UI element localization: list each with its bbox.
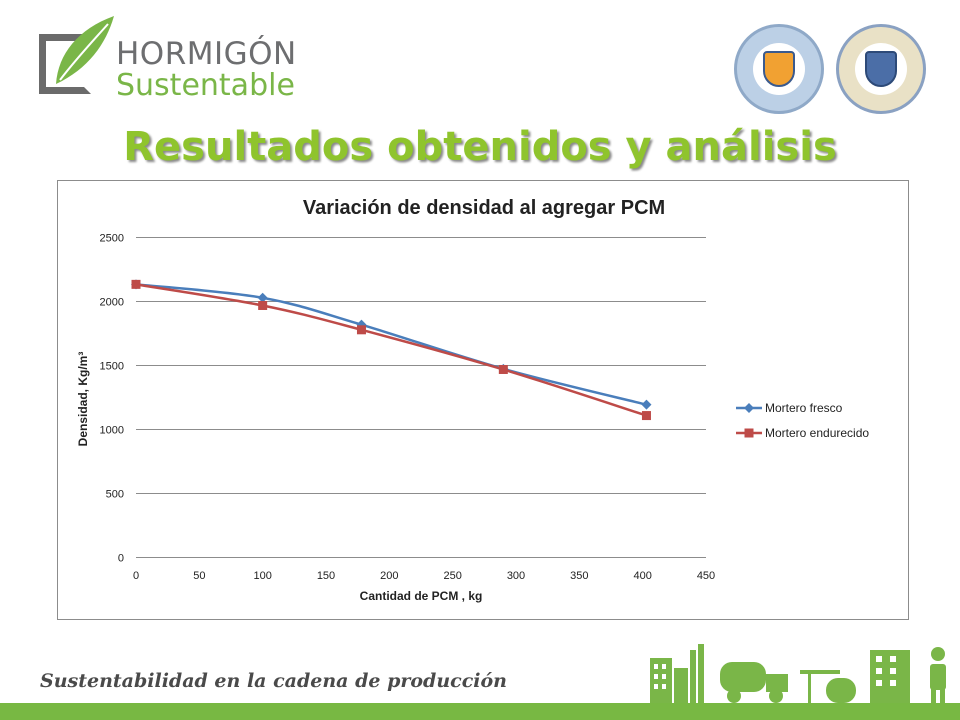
footer-bar <box>0 703 960 720</box>
page-title: Resultados obtenidos y análisis <box>123 124 837 170</box>
logo-line-1: HORMIGÓN <box>116 36 297 72</box>
x-tick-label: 0 <box>133 570 139 582</box>
density-line-chart: Variación de densidad al agregar PCM 0 50… <box>76 197 869 603</box>
data-point-series-2 <box>356 325 366 335</box>
x-tick-label: 400 <box>633 570 651 582</box>
y-tick-label: 1500 <box>100 361 124 373</box>
series-line-2 <box>135 283 647 417</box>
chart-frame: Variación de densidad al agregar PCM 0 50… <box>57 180 909 620</box>
chart-title: Variación de densidad al agregar PCM <box>303 197 665 219</box>
city-skyline-icon <box>650 644 946 704</box>
universidad-politecnica-madrid-seal <box>836 24 926 114</box>
universidad-catolica-del-norte-seal <box>734 24 824 114</box>
x-tick-label: 300 <box>507 570 525 582</box>
y-tick-label: 500 <box>106 489 124 501</box>
y-axis-label: Densidad, Kg/m³ <box>76 352 90 447</box>
x-tick-label: 200 <box>380 570 398 582</box>
x-tick-label: 450 <box>697 570 715 582</box>
chart-series <box>131 279 652 421</box>
data-point-series-2 <box>498 364 508 374</box>
legend-label-2: Mortero endurecido <box>765 426 869 440</box>
y-axis-ticks: 0 500 1000 1500 2000 2500 <box>100 233 124 565</box>
chart-legend: Mortero fresco Mortero endurecido <box>736 401 869 440</box>
x-tick-label: 50 <box>193 570 205 582</box>
y-tick-label: 1000 <box>100 425 124 437</box>
x-axis-ticks: 0 50 100 150 200 250 300 350 400 450 <box>133 570 715 582</box>
data-point-series-1 <box>257 292 268 303</box>
logo-line-2: Sustentable <box>116 68 295 103</box>
y-tick-label: 2500 <box>100 233 124 245</box>
legend-label-1: Mortero fresco <box>765 401 843 415</box>
x-tick-label: 250 <box>443 570 461 582</box>
data-point-series-1 <box>641 399 652 410</box>
data-point-series-2 <box>641 411 651 421</box>
chart-gridlines <box>136 237 706 494</box>
footer-tagline: Sustentabilidad en la cadena de producci… <box>40 670 507 692</box>
y-tick-label: 0 <box>118 553 124 565</box>
x-tick-label: 100 <box>253 570 271 582</box>
x-axis-label: Cantidad de PCM , kg <box>360 589 483 603</box>
leaf-icon <box>56 16 114 84</box>
logo-frame <box>39 34 91 94</box>
legend-marker-2 <box>744 428 754 438</box>
legend-marker-1 <box>744 403 754 413</box>
y-tick-label: 2000 <box>100 297 124 309</box>
series-line-1 <box>135 283 647 406</box>
data-point-series-2 <box>131 279 141 289</box>
data-point-series-2 <box>258 300 268 310</box>
hormigon-sustentable-logo: HORMIGÓN Sustentable <box>36 14 306 104</box>
x-tick-label: 150 <box>317 570 335 582</box>
x-tick-label: 350 <box>570 570 588 582</box>
